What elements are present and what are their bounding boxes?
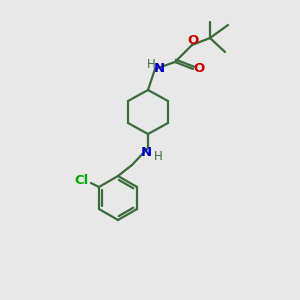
Text: O: O bbox=[194, 62, 205, 76]
Text: Cl: Cl bbox=[75, 173, 89, 187]
Text: H: H bbox=[154, 149, 162, 163]
Text: N: N bbox=[153, 61, 165, 74]
Text: O: O bbox=[188, 34, 199, 46]
Text: N: N bbox=[140, 146, 152, 158]
Text: H: H bbox=[147, 58, 155, 70]
